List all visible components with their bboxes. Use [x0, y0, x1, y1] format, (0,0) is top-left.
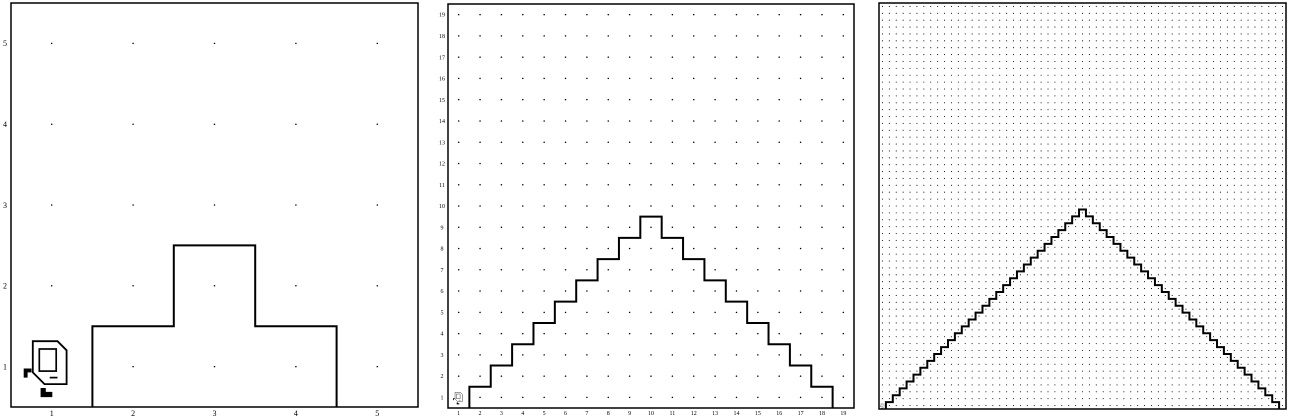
corner-dots — [457, 13, 845, 399]
x-tick-label: 15 — [755, 411, 761, 417]
x-tick-label: 17 — [798, 411, 804, 417]
x-tick-label: 3 — [500, 411, 503, 417]
x-tick-label: 11 — [669, 411, 675, 417]
x-tick-label: 16 — [776, 411, 782, 417]
y-tick-label: 6 — [441, 289, 444, 295]
x-tick-label: 10 — [648, 411, 654, 417]
y-tick-label: 4 — [3, 120, 7, 129]
y-tick-label: 12 — [439, 162, 445, 168]
x-tick-label: 2 — [131, 409, 135, 418]
x-tick-label: 6 — [564, 411, 567, 417]
y-tick-label: 15 — [439, 98, 445, 104]
y-tick-label: 18 — [439, 34, 445, 40]
karel-world-5x5: 1 2 3 4 5 1 2 3 4 5 — [3, 2, 419, 418]
y-tick-label: 7 — [441, 268, 444, 274]
x-tick-label: 12 — [691, 411, 697, 417]
wall-outline — [468, 215, 834, 408]
y-tick-label: 1 — [3, 362, 7, 371]
karel-robot-icon — [880, 403, 885, 409]
x-tick-label: 7 — [585, 411, 588, 417]
y-tick-label: 10 — [439, 204, 445, 210]
karel-world-19x19: 1 2 3 4 5 6 7 8 9 10 11 12 13 14 15 16 17 18 1912345678910… — [439, 3, 855, 417]
x-tick-label: 4 — [521, 411, 524, 417]
y-tick-label: 17 — [439, 55, 445, 61]
x-tick-label: 1 — [50, 409, 54, 418]
y-tick-label: 2 — [441, 374, 444, 380]
y-tick-label: 2 — [3, 282, 7, 291]
y-tick-label: 9 — [441, 225, 444, 231]
x-tick-label: 14 — [733, 411, 739, 417]
y-tick-label: 13 — [439, 140, 445, 146]
y-tick-label: 19 — [439, 13, 445, 19]
corner-dots — [881, 5, 1284, 407]
world-frame — [878, 2, 1287, 410]
corner-dots — [50, 42, 379, 368]
x-tick-label: 9 — [628, 411, 631, 417]
y-tick-label: 1 — [441, 395, 444, 401]
world-frame — [447, 3, 855, 409]
x-tick-label: 19 — [840, 411, 846, 417]
y-tick-label: 5 — [3, 39, 7, 48]
y-tick-label: 11 — [439, 183, 445, 189]
karel-robot-icon — [453, 392, 463, 405]
y-tick-label: 4 — [441, 332, 444, 338]
x-tick-label: 5 — [543, 411, 546, 417]
karel-world-59x59 — [878, 2, 1287, 410]
world-frame — [10, 2, 419, 408]
y-tick-label: 14 — [439, 119, 445, 125]
wall-outline — [884, 208, 1281, 409]
y-tick-label: 3 — [441, 353, 444, 359]
y-tick-label: 16 — [439, 77, 445, 83]
x-tick-label: 18 — [819, 411, 825, 417]
karel-robot-icon — [23, 340, 68, 398]
y-tick-label: 8 — [441, 247, 444, 253]
x-tick-label: 2 — [479, 411, 482, 417]
y-tick-label: 3 — [3, 201, 7, 210]
y-tick-label: 5 — [441, 310, 444, 316]
x-tick-label: 13 — [712, 411, 718, 417]
x-tick-label: 4 — [294, 409, 298, 418]
x-tick-label: 3 — [213, 409, 217, 418]
wall-outline — [91, 244, 338, 407]
x-tick-label: 5 — [375, 409, 379, 418]
x-tick-label: 8 — [607, 411, 610, 417]
x-tick-label: 1 — [457, 411, 460, 417]
